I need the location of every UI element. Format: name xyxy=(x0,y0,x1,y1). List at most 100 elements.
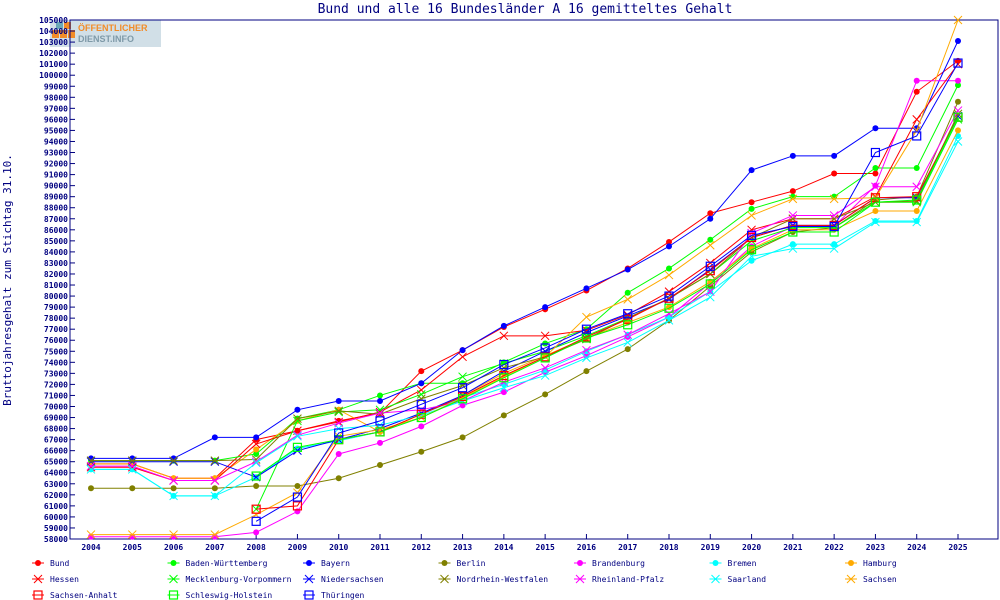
series-line xyxy=(91,113,959,462)
y-tick-label: 69000 xyxy=(44,414,68,423)
x-tick-label: 2017 xyxy=(618,543,637,552)
data-point xyxy=(831,152,838,159)
data-point xyxy=(623,320,633,330)
series-Thüringen xyxy=(251,58,963,526)
data-point xyxy=(127,530,137,539)
data-point xyxy=(86,457,96,467)
y-tick-label: 89000 xyxy=(44,193,68,202)
data-point xyxy=(169,476,178,485)
data-point xyxy=(334,417,344,427)
x-tick-label: 2010 xyxy=(329,543,348,552)
data-point xyxy=(623,314,633,324)
data-point xyxy=(459,347,466,354)
data-point xyxy=(831,241,838,248)
data-point xyxy=(335,397,342,404)
legend-label: Nordrhein-Westfalen xyxy=(457,575,549,584)
data-point xyxy=(705,261,715,271)
series-line xyxy=(255,62,959,522)
y-tick-label: 61000 xyxy=(44,502,68,511)
data-point xyxy=(913,164,920,171)
data-point xyxy=(581,324,592,334)
data-point xyxy=(746,230,757,240)
data-point xyxy=(872,164,879,171)
data-point xyxy=(623,295,633,304)
data-point xyxy=(129,485,136,492)
series-Bayern xyxy=(88,37,961,462)
x-tick-label: 2015 xyxy=(536,543,555,552)
y-tick-label: 73000 xyxy=(44,369,68,378)
legend-marker xyxy=(33,574,43,584)
data-point xyxy=(748,167,755,174)
series-line xyxy=(91,63,959,481)
legend-marker xyxy=(712,560,719,566)
data-point xyxy=(748,245,755,252)
data-point xyxy=(788,211,798,220)
series-line xyxy=(91,80,958,538)
data-point xyxy=(418,448,425,455)
data-point xyxy=(458,381,467,390)
x-tick-label: 2011 xyxy=(370,543,389,552)
data-point xyxy=(169,530,178,539)
y-tick-label: 65000 xyxy=(44,458,68,467)
data-point xyxy=(253,529,260,536)
y-tick-label: 78000 xyxy=(44,314,68,323)
legend-item: Saarland xyxy=(709,574,766,584)
legend-label: Berlin xyxy=(457,559,486,568)
y-tick-label: 87000 xyxy=(44,215,68,224)
y-tick-label: 83000 xyxy=(44,259,68,268)
data-point xyxy=(293,446,302,456)
legend-label: Baden-Württemberg xyxy=(186,559,268,568)
logo: ÖFFENTLICHER DIENST.INFO xyxy=(50,20,161,47)
legend-item: Thüringen xyxy=(303,590,365,600)
data-point xyxy=(955,82,961,89)
y-tick-label: 74000 xyxy=(44,358,68,367)
data-point xyxy=(664,309,674,319)
series-Nordrhein-Westfalen xyxy=(86,109,963,465)
data-point xyxy=(705,292,715,302)
legend-label: Niedersachsen xyxy=(321,575,384,584)
y-tick-label: 71000 xyxy=(44,391,68,400)
y-tick-label: 90000 xyxy=(44,182,68,191)
legend-marker xyxy=(846,574,856,584)
y-tick-label: 77000 xyxy=(44,325,68,334)
y-axis-label: Bruttojahresgehalt zum Stichtag 31.10. xyxy=(1,154,14,406)
data-point xyxy=(871,217,880,227)
series-line xyxy=(91,110,959,481)
x-tick-label: 2005 xyxy=(123,543,142,552)
data-point xyxy=(253,434,260,441)
data-point xyxy=(416,389,426,399)
legend-item: Hamburg xyxy=(845,559,897,568)
data-point xyxy=(953,137,963,146)
y-tick-label: 79000 xyxy=(44,303,68,312)
data-point xyxy=(86,461,96,471)
data-point xyxy=(829,194,839,204)
data-point xyxy=(789,241,796,248)
data-point xyxy=(789,152,796,159)
data-point xyxy=(500,389,507,396)
y-tick-label: 88000 xyxy=(44,204,68,213)
data-point xyxy=(789,193,796,200)
y-tick-label: 68000 xyxy=(44,425,68,434)
y-tick-label: 84000 xyxy=(44,248,68,257)
legend-marker xyxy=(848,560,854,566)
y-tick-label: 92000 xyxy=(44,160,68,169)
x-tick-label: 2014 xyxy=(494,543,513,552)
data-point xyxy=(581,333,592,343)
legend-label: Bayern xyxy=(321,559,350,568)
data-point xyxy=(955,98,961,105)
y-tick-label: 91000 xyxy=(44,171,68,180)
data-point xyxy=(748,205,755,212)
y-tick-label: 96000 xyxy=(44,115,68,124)
data-point xyxy=(375,416,385,426)
data-point xyxy=(912,197,922,207)
data-point xyxy=(86,465,96,474)
data-point xyxy=(540,371,550,380)
legend-item: Hessen xyxy=(32,574,79,584)
data-point xyxy=(377,462,383,469)
legend-marker xyxy=(168,590,179,600)
data-point xyxy=(789,188,796,195)
data-point xyxy=(583,285,590,292)
data-point xyxy=(953,15,963,25)
data-point xyxy=(540,343,550,353)
